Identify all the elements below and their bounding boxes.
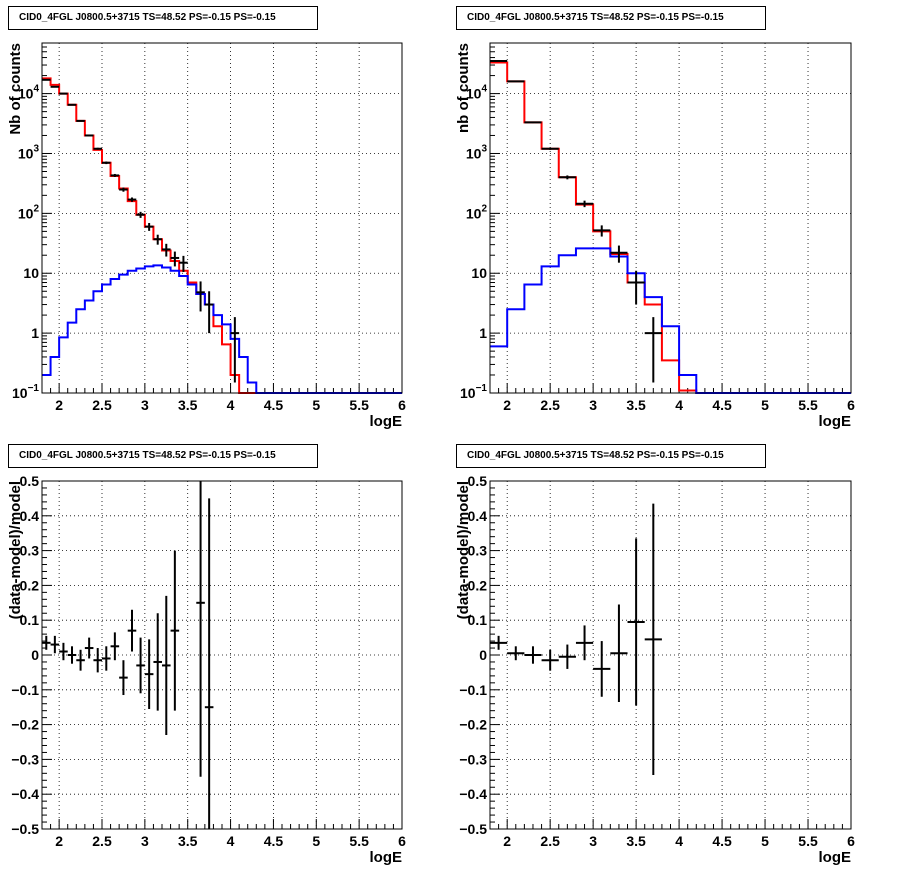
x-tick-label: 2.5	[540, 397, 560, 413]
x-tick-label: 6	[398, 397, 406, 413]
x-tick-label: 3.5	[178, 397, 198, 413]
x-tick-label: 4	[675, 397, 683, 413]
x-tick-label: 4.5	[712, 833, 732, 849]
y-tick-label: −0.1	[11, 682, 39, 698]
y-tick-label: −0.5	[11, 821, 39, 837]
plot-frame	[489, 42, 852, 394]
pad-title-top-left: CID0_4FGL J0800.5+3715 TS=48.52 PS=-0.15…	[8, 6, 318, 30]
y-axis-label: (data-model)/model	[455, 481, 472, 619]
x-tick-label: 5	[312, 397, 320, 413]
y-tick-label: 0	[31, 647, 39, 663]
x-tick-label: 5	[312, 833, 320, 849]
y-tick-label: 1	[479, 325, 487, 341]
x-tick-label: 2	[55, 833, 63, 849]
x-tick-label: 6	[847, 397, 855, 413]
plot-panel-3: 2 2.5 3 3.5 4 4.5 5 5.5 6 −0.5 −0.4 −0.3 −0.2 −0.1 0 0.…	[455, 473, 855, 866]
plot-panel-2: 2 2.5 3 3.5 4 4.5 5 5.5 6 −0.5 −0.4 −0.3 −0.2 −0.1 0 0.…	[7, 473, 406, 866]
y-tick-label: 0.1	[20, 612, 40, 628]
y-tick-label: 0.5	[468, 473, 488, 489]
x-tick-label: 5	[761, 397, 769, 413]
y-tick-label: 0.2	[20, 577, 40, 593]
x-tick-label: 4	[227, 397, 235, 413]
x-tick-label: 6	[847, 833, 855, 849]
y-tick-label: 0.2	[468, 577, 488, 593]
y-tick-label: 102	[18, 203, 40, 221]
x-axis-label: logE	[819, 413, 852, 430]
y-tick-label: 0.3	[20, 543, 40, 559]
y-axis-label: (data-model)/model	[7, 481, 24, 619]
y-tick-label: −0.4	[11, 786, 39, 802]
y-tick-label: 10	[23, 265, 39, 281]
x-tick-label: 3	[141, 833, 149, 849]
x-tick-label: 4.5	[264, 833, 284, 849]
x-tick-label: 4	[675, 833, 683, 849]
y-tick-label: −0.4	[459, 786, 487, 802]
x-tick-label: 2.5	[540, 833, 560, 849]
x-tick-label: 5.5	[349, 397, 369, 413]
plot-frame	[41, 480, 403, 830]
x-tick-label: 3	[141, 397, 149, 413]
x-tick-label: 6	[398, 833, 406, 849]
plot-frame	[41, 42, 403, 394]
plot-panel-0: 2 2.5 3 3.5 4 4.5 5 5.5 610−1110102103104logENb …	[7, 42, 406, 430]
pad-title-top-right: CID0_4FGL J0800.5+3715 TS=48.52 PS=-0.15…	[456, 6, 766, 30]
y-tick-label: 0.4	[468, 508, 488, 524]
x-tick-label: 3.5	[626, 833, 646, 849]
x-tick-label: 4.5	[712, 397, 732, 413]
y-tick-label: 0	[479, 647, 487, 663]
y-tick-label: 1	[31, 325, 39, 341]
y-tick-label: 0.5	[20, 473, 40, 489]
model-total-histogram	[490, 61, 851, 394]
y-tick-label: 0.4	[20, 508, 40, 524]
y-tick-label: −0.2	[459, 717, 487, 733]
x-axis-label: logE	[370, 413, 403, 430]
y-tick-label: −0.1	[459, 682, 487, 698]
x-tick-label: 2	[55, 397, 63, 413]
y-tick-label: 103	[18, 143, 40, 161]
x-tick-label: 3.5	[626, 397, 646, 413]
y-tick-label: −0.2	[11, 717, 39, 733]
y-tick-label: 0.3	[468, 543, 488, 559]
x-tick-label: 2.5	[92, 833, 112, 849]
x-tick-label: 3.5	[178, 833, 198, 849]
x-tick-label: 5.5	[798, 397, 818, 413]
model-total-histogram	[42, 77, 402, 394]
x-tick-label: 4	[227, 833, 235, 849]
y-tick-label: −0.3	[459, 751, 487, 767]
y-axis-label: Nb of counts	[7, 43, 24, 135]
x-tick-label: 4.5	[264, 397, 284, 413]
y-tick-label: −0.5	[459, 821, 487, 837]
pad-title-bottom-left: CID0_4FGL J0800.5+3715 TS=48.52 PS=-0.15…	[8, 444, 318, 468]
plot-frame	[489, 480, 852, 830]
y-tick-label: −0.3	[11, 751, 39, 767]
y-tick-label: 0.1	[468, 612, 488, 628]
x-tick-label: 5	[761, 833, 769, 849]
x-tick-label: 3	[589, 397, 597, 413]
x-tick-label: 2.5	[92, 397, 112, 413]
y-tick-label: 10	[471, 265, 487, 281]
x-tick-label: 5.5	[798, 833, 818, 849]
x-tick-label: 5.5	[349, 833, 369, 849]
source-model-histogram	[490, 247, 851, 394]
plot-panel-1: 2 2.5 3 3.5 4 4.5 5 5.5 610−1110102103104logEnb …	[455, 42, 855, 430]
y-tick-label: 102	[466, 203, 488, 221]
y-tick-label: 10−1	[460, 383, 487, 401]
y-axis-label: nb of counts	[455, 43, 472, 133]
y-tick-label: 10−1	[12, 383, 39, 401]
x-tick-label: 3	[589, 833, 597, 849]
pad-title-bottom-right: CID0_4FGL J0800.5+3715 TS=48.52 PS=-0.15…	[456, 444, 766, 468]
x-axis-label: logE	[819, 849, 852, 866]
y-tick-label: 103	[466, 143, 488, 161]
x-tick-label: 2	[503, 833, 511, 849]
x-axis-label: logE	[370, 849, 403, 866]
x-tick-label: 2	[503, 397, 511, 413]
